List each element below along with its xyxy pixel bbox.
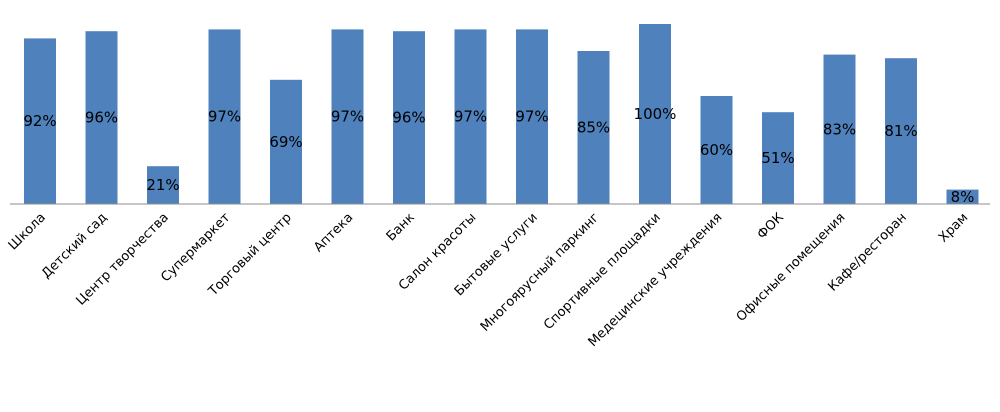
bar bbox=[639, 24, 671, 204]
value-label: 83% bbox=[823, 120, 856, 138]
bar bbox=[885, 58, 917, 205]
value-label: 97% bbox=[454, 108, 487, 126]
bar bbox=[85, 31, 118, 205]
category-label: ФОК bbox=[755, 210, 787, 242]
category-label: Многоярусный паркинг bbox=[478, 210, 603, 335]
value-label: 69% bbox=[269, 133, 302, 151]
category-label: Банк bbox=[384, 210, 418, 244]
bar bbox=[393, 31, 425, 205]
bar bbox=[331, 29, 364, 205]
bar bbox=[147, 166, 179, 204]
bar bbox=[700, 96, 733, 204]
category-label: Аптека bbox=[311, 210, 356, 255]
category-label: Офисные помещения bbox=[734, 210, 849, 325]
category-label: Школа bbox=[6, 210, 49, 253]
bar bbox=[823, 54, 856, 204]
bar bbox=[762, 112, 794, 204]
value-label: 51% bbox=[761, 149, 794, 167]
bar bbox=[946, 189, 979, 204]
value-label: 85% bbox=[577, 119, 610, 137]
value-labels-group: 92% 96% 21% 97% 69% 97% 96% 97% 97% 85% 100% 60% 51%… bbox=[23, 105, 974, 206]
value-label: 97% bbox=[515, 108, 548, 126]
value-label: 97% bbox=[331, 108, 364, 126]
bar bbox=[270, 79, 302, 204]
bars-group bbox=[24, 24, 979, 205]
value-label: 96% bbox=[392, 109, 425, 127]
category-label: Медецинские учреждения bbox=[586, 210, 726, 350]
value-label: 97% bbox=[208, 108, 241, 126]
category-label: Спортивные площадки bbox=[541, 210, 664, 333]
value-label: 96% bbox=[85, 109, 118, 127]
bar bbox=[24, 38, 56, 205]
bar bbox=[516, 29, 548, 205]
value-label: 21% bbox=[146, 176, 179, 194]
bar bbox=[454, 29, 487, 205]
category-label: Храм bbox=[936, 210, 971, 245]
value-label: 92% bbox=[23, 112, 56, 130]
value-label: 8% bbox=[951, 188, 975, 206]
value-label: 100% bbox=[634, 105, 677, 123]
value-label: 60% bbox=[700, 141, 733, 159]
bar bbox=[577, 51, 610, 204]
value-label: 81% bbox=[884, 122, 917, 140]
bar bbox=[208, 29, 241, 205]
